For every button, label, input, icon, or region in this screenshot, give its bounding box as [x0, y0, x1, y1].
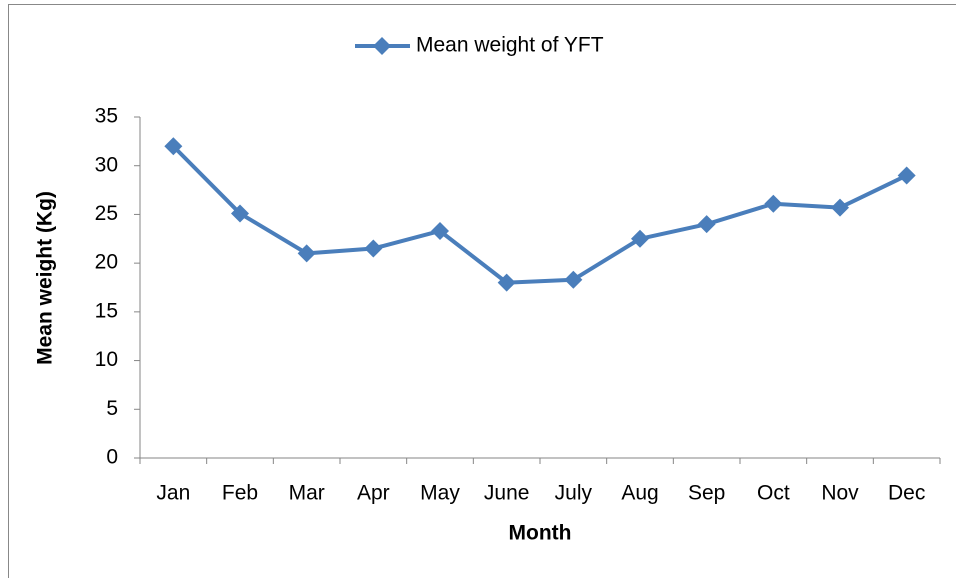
- chart-frame: [8, 4, 956, 578]
- x-tick-label: Jan: [156, 482, 190, 505]
- x-tick-label: May: [420, 482, 460, 505]
- marker: [631, 229, 649, 248]
- marker: [497, 273, 516, 292]
- series-line: [171, 144, 908, 285]
- y-tick-label: 5: [106, 397, 118, 420]
- y-tick-label: 20: [95, 251, 118, 274]
- legend-marker: [373, 37, 391, 55]
- y-tick-label: 0: [106, 446, 118, 469]
- x-tick-label: Mar: [289, 482, 325, 505]
- y-tick-label: 30: [95, 153, 118, 176]
- marker: [697, 215, 716, 234]
- x-tick-label: Feb: [222, 482, 258, 505]
- marker: [831, 198, 849, 217]
- y-axis-title: Mean weight (Kg): [34, 191, 57, 365]
- x-tick-label: Nov: [821, 482, 859, 505]
- x-tick-label: June: [484, 482, 530, 505]
- marker: [897, 166, 916, 185]
- marker: [764, 194, 783, 213]
- marker: [164, 137, 183, 156]
- y-tick-label: 15: [95, 299, 118, 322]
- marker: [364, 239, 383, 258]
- x-tick-label: Apr: [357, 482, 390, 505]
- y-tick-label: 35: [95, 105, 118, 128]
- x-tick-label: July: [555, 482, 593, 505]
- x-tick-label: Oct: [757, 482, 790, 505]
- y-tick-label: 10: [95, 348, 118, 371]
- legend-label: Mean weight of YFT: [416, 34, 604, 57]
- x-tick-label: Aug: [621, 482, 658, 505]
- marker: [431, 221, 449, 240]
- marker: [564, 270, 583, 289]
- marker: [297, 244, 316, 263]
- x-tick-label: Sep: [688, 482, 725, 505]
- y-tick-label: 25: [95, 202, 118, 225]
- marker: [231, 204, 249, 223]
- x-axis-title: Month: [509, 522, 572, 545]
- x-tick-label: Dec: [888, 482, 925, 505]
